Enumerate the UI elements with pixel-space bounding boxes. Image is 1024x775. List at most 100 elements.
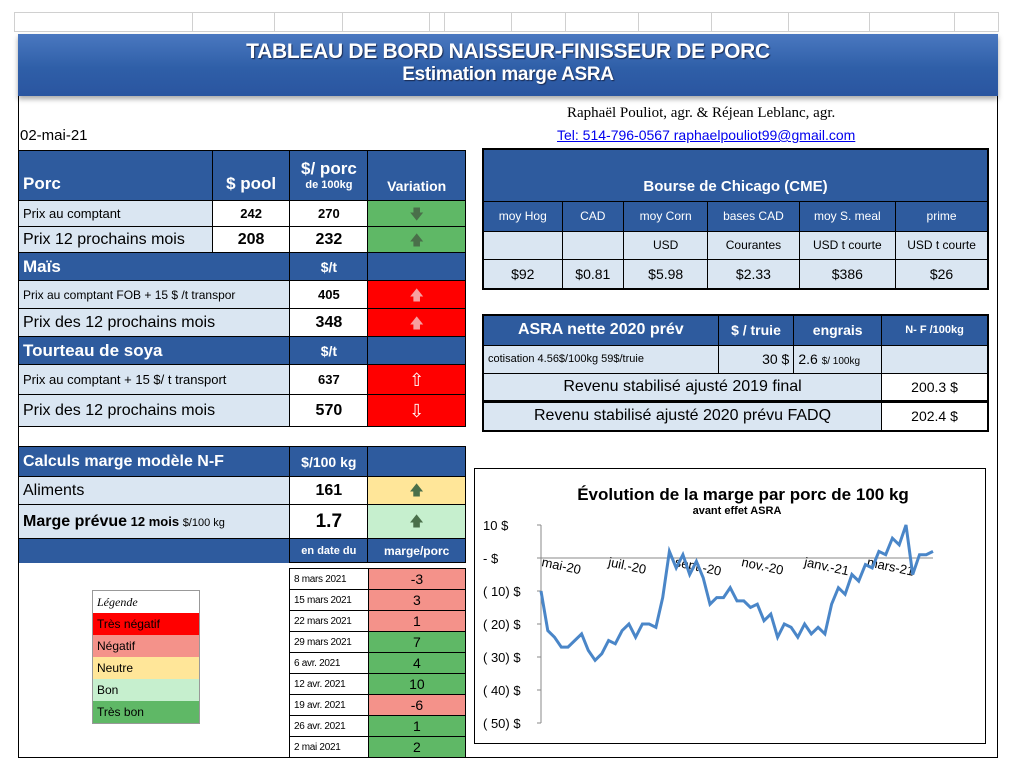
cme-col-heading: prime	[895, 200, 989, 232]
soya-value: 570	[289, 394, 369, 427]
variation-heading: Variation	[367, 150, 466, 201]
up-arrow-icon: 🡅	[409, 286, 424, 303]
history-marge: 7	[367, 631, 467, 653]
history-date: 15 mars 2021	[289, 589, 369, 611]
up-arrow-icon: 🡅	[409, 512, 424, 529]
up-arrow-icon: ⇧	[409, 369, 425, 390]
legend-item-negatif: Négatif	[93, 635, 199, 657]
chart-y-tick-label: ( 30) $	[483, 650, 521, 665]
cme-heading: Bourse de Chicago (CME)	[482, 148, 989, 202]
porc-price-heading-line1: $/ porc	[301, 159, 357, 179]
cme-col-value: $26	[895, 258, 989, 290]
legend-item-tres-negatif: Très négatif	[93, 613, 199, 635]
mais-unit: $/t	[289, 252, 369, 281]
cme-col-unit: USD t courte	[895, 230, 989, 260]
legend-item-bon: Bon	[93, 679, 199, 701]
variation-cell: ⇧	[367, 364, 466, 395]
calc-heading: Calculs marge modèle N-F	[17, 446, 291, 477]
row-label: Prix au comptant + 15 $/ t transport	[17, 364, 291, 395]
history-date: 6 avr. 2021	[289, 652, 369, 674]
variation-cell: ⇩	[367, 394, 466, 427]
history-marge: 2	[367, 736, 467, 758]
row-label: Prix au comptant FOB + 15 $ /t transpor	[17, 280, 291, 309]
history-row: 15 mars 2021 3	[289, 589, 467, 611]
porc-heading: Porc	[18, 150, 213, 201]
cme-col-value: $386	[798, 258, 897, 290]
history-date: 19 avr. 2021	[289, 694, 369, 716]
spreadsheet-grid-header	[14, 12, 999, 32]
history-date: 12 avr. 2021	[289, 673, 369, 695]
engrais-cell: 2.6 $/ 100kg	[793, 344, 883, 374]
history-marge: 1	[367, 715, 467, 737]
rev2020-value: 202.4 $	[881, 400, 989, 432]
variation-cell: 🡅	[367, 476, 466, 505]
chart-y-tick-label: ( 50) $	[483, 716, 521, 731]
variation-cell: 🡅	[367, 280, 466, 309]
porc-value: 232	[289, 226, 369, 253]
cme-col-heading: moy Corn	[623, 200, 709, 232]
cotisation-label: cotisation 4.56$/100kg 59$/truie	[482, 344, 719, 374]
variation-cell: 🡅	[367, 504, 466, 539]
cme-col-unit: USD	[623, 230, 709, 260]
cme-col-heading: CAD	[561, 200, 625, 232]
history-row: 26 avr. 2021 1	[289, 715, 467, 737]
row-label: Prix 12 prochains mois	[18, 226, 213, 253]
margin-chart: Évolution de la marge par porc de 100 kg…	[474, 468, 986, 744]
history-marge: 3	[367, 589, 467, 611]
dashboard-frame	[18, 96, 998, 758]
marge-label-main: Marge prévue	[23, 512, 128, 530]
chart-y-tick-label: 10 $	[483, 518, 509, 533]
calc-unit: $/100 kg	[289, 446, 369, 477]
pool-value: 242	[211, 200, 291, 227]
chart-subtitle: avant effet ASRA	[693, 505, 782, 517]
cme-col-heading: moy Hog	[482, 200, 563, 232]
history-date: 26 avr. 2021	[289, 715, 369, 737]
engrais-value: 2.6	[798, 351, 818, 367]
cme-col-unit	[561, 230, 625, 260]
cme-col-value: $92	[482, 258, 563, 290]
legend-item-tres-bon: Très bon	[93, 701, 199, 723]
cme-col-unit: USD t courte	[798, 230, 897, 260]
row-label: Prix des 12 prochains mois	[17, 308, 291, 337]
chart-series-line	[539, 524, 934, 663]
chart-y-tick-label: ( 20) $	[483, 617, 521, 632]
cme-col-value: $2.33	[707, 258, 800, 290]
variation-cell: 🡅	[367, 308, 466, 337]
rev2019-value: 200.3 $	[881, 372, 989, 402]
history-row: 8 mars 2021 -3	[289, 568, 467, 590]
mais-heading: Maïs	[17, 252, 291, 281]
down-arrow-icon: ⇩	[409, 400, 425, 421]
margin-history-table: 8 mars 2021 -3 15 mars 2021 3 22 mars 2021 1 2…	[289, 568, 467, 758]
history-row: 19 avr. 2021 -6	[289, 694, 467, 716]
margin-chart-svg: Évolution de la marge par porc de 100 kg…	[483, 485, 934, 731]
pool-value: 208	[211, 226, 291, 253]
marge-label-unit: $/100 kg	[182, 516, 225, 529]
asra-heading: ASRA nette 2020 prév	[482, 314, 719, 346]
title-banner: TABLEAU DE BORD NAISSEUR-FINISSEUR DE PO…	[18, 34, 998, 96]
row-label: Prix au comptant	[18, 200, 213, 227]
marge-label: Marge prévue 12 mois $/100 kg	[17, 504, 291, 539]
variation-cell: 🡇	[367, 200, 466, 227]
history-marge: 4	[367, 652, 467, 674]
asra-table: ASRA nette 2020 prév $ / truie engrais N…	[482, 314, 989, 432]
contact-link[interactable]: Tel: 514-796-0567 raphaelpouliot99@gmail…	[557, 127, 856, 143]
up-arrow-icon: 🡅	[409, 314, 424, 331]
marge-label-period: 12 mois	[127, 513, 183, 529]
engrais-unit: $/ 100kg	[821, 356, 861, 367]
rev2019-label: Revenu stabilisé ajusté 2019 final	[482, 372, 883, 402]
legend: Légende Très négatif Négatif Neutre Bon …	[92, 590, 200, 724]
history-date-heading: en date du	[289, 538, 369, 563]
cme-col-value: $5.98	[623, 258, 709, 290]
chart-y-tick-label: ( 10) $	[483, 584, 521, 599]
asra-truie-heading: $ / truie	[717, 314, 795, 346]
report-date: 02-mai-21	[20, 127, 88, 144]
up-arrow-icon: 🡅	[409, 481, 424, 498]
mais-value: 348	[289, 308, 369, 337]
authors: Raphaël Pouliot, agr. & Réjean Leblanc, …	[567, 105, 836, 121]
down-arrow-icon: 🡇	[409, 205, 424, 222]
cme-col-heading: bases CAD	[707, 200, 800, 232]
chart-y-tick-label: ( 40) $	[483, 683, 521, 698]
cme-col-value: $0.81	[561, 258, 625, 290]
prices-table: Porc $ pool $/ porc de 100kg Variation P…	[17, 150, 466, 427]
history-marge: -3	[367, 568, 467, 590]
